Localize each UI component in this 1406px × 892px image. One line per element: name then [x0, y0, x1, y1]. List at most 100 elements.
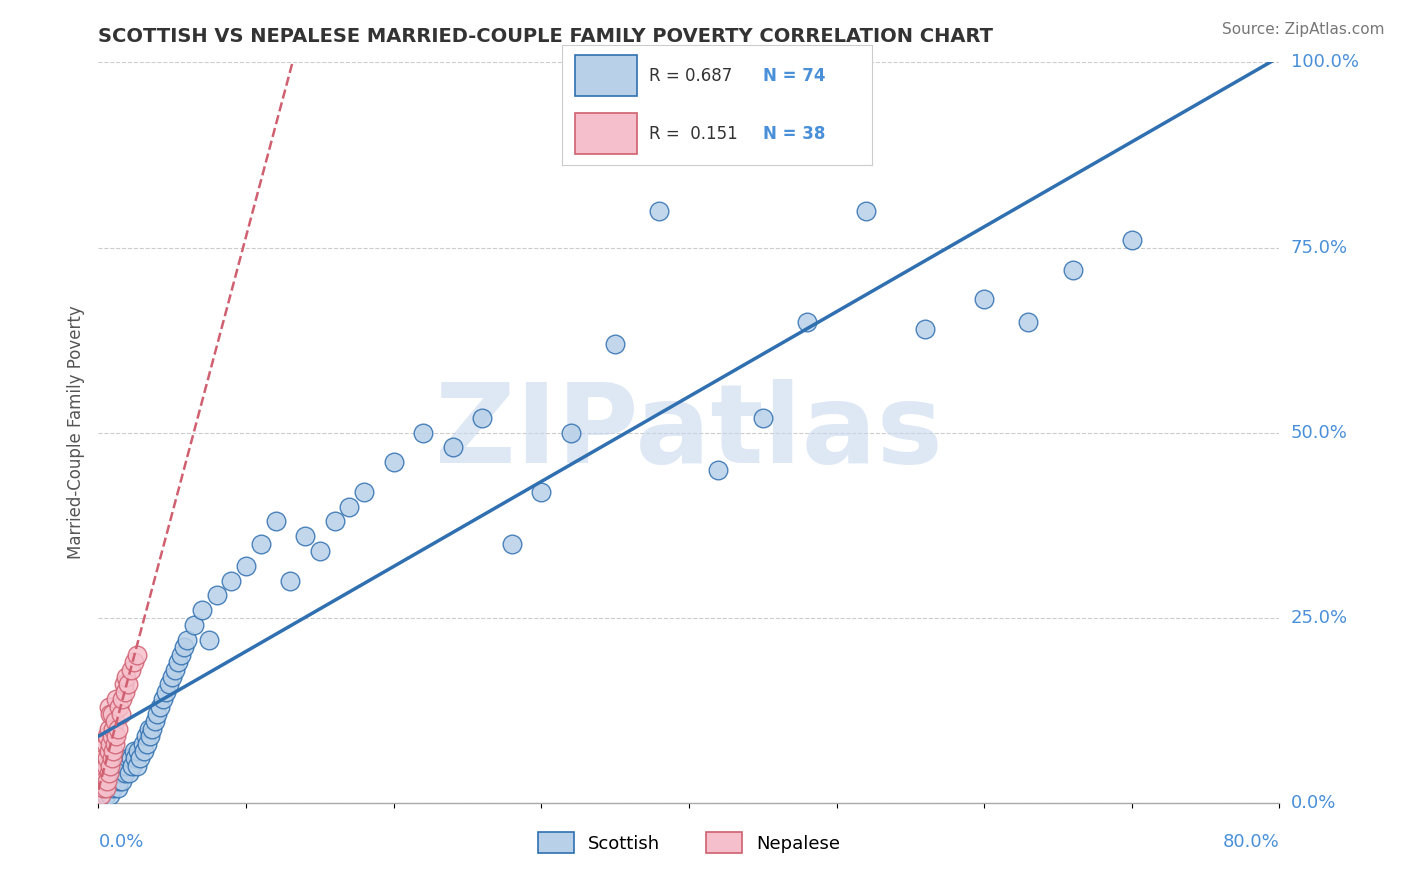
Point: [707, 462, 730, 476]
Point: [170, 648, 193, 662]
Text: 80.0%: 80.0%: [1223, 833, 1279, 851]
Point: [128, 751, 150, 765]
Point: [97, 744, 120, 758]
Point: [105, 692, 128, 706]
Point: [100, 773, 122, 788]
Point: [114, 685, 136, 699]
Point: [111, 773, 134, 788]
Bar: [575, 55, 637, 96]
Point: [914, 322, 936, 336]
Point: [125, 758, 148, 772]
Point: [146, 706, 169, 721]
Point: [353, 484, 375, 499]
Text: R = 0.687: R = 0.687: [650, 67, 733, 85]
Point: [1062, 262, 1084, 277]
Point: [605, 336, 627, 351]
Point: [152, 692, 174, 706]
Point: [973, 293, 995, 307]
Point: [121, 758, 143, 772]
Point: [97, 722, 120, 736]
Point: [125, 648, 148, 662]
Point: [250, 536, 273, 550]
Text: N = 74: N = 74: [763, 67, 825, 85]
Bar: [575, 113, 637, 154]
Point: [96, 773, 118, 788]
Point: [323, 515, 346, 529]
Text: 50.0%: 50.0%: [1291, 424, 1347, 442]
Text: Source: ZipAtlas.com: Source: ZipAtlas.com: [1222, 22, 1385, 37]
Point: [120, 751, 142, 765]
Text: 25.0%: 25.0%: [1291, 608, 1348, 627]
Point: [141, 722, 163, 736]
Point: [157, 677, 180, 691]
Point: [115, 758, 138, 772]
Point: [155, 685, 177, 699]
Point: [98, 789, 121, 803]
Point: [796, 314, 818, 328]
Text: 75.0%: 75.0%: [1291, 238, 1348, 257]
Point: [382, 455, 405, 469]
Point: [471, 410, 494, 425]
Point: [235, 558, 257, 573]
Point: [339, 500, 361, 514]
Point: [221, 574, 243, 588]
Point: [100, 706, 122, 721]
Point: [117, 751, 139, 765]
Point: [143, 714, 166, 729]
Point: [107, 780, 129, 795]
Point: [118, 766, 141, 780]
Point: [412, 425, 434, 440]
Point: [1018, 314, 1040, 328]
Point: [149, 699, 172, 714]
Point: [107, 722, 129, 736]
Point: [198, 632, 221, 647]
Point: [90, 789, 112, 803]
Text: ZIPatlas: ZIPatlas: [434, 379, 943, 486]
Point: [103, 744, 125, 758]
Point: [97, 766, 120, 780]
Point: [110, 766, 132, 780]
Text: 100.0%: 100.0%: [1291, 54, 1358, 71]
Text: 0.0%: 0.0%: [1291, 794, 1336, 812]
Point: [94, 758, 117, 772]
Point: [100, 751, 122, 765]
Point: [98, 737, 121, 751]
Point: [93, 773, 115, 788]
Point: [176, 632, 198, 647]
Point: [441, 441, 464, 455]
Point: [98, 758, 121, 772]
Point: [648, 203, 671, 218]
Point: [105, 729, 128, 743]
Point: [173, 640, 195, 655]
Point: [112, 677, 135, 691]
Point: [96, 729, 118, 743]
Point: [91, 766, 114, 780]
Point: [560, 425, 582, 440]
Point: [94, 737, 117, 751]
Point: [111, 692, 134, 706]
Point: [104, 737, 127, 751]
Point: [98, 706, 121, 721]
Point: [294, 529, 316, 543]
Point: [124, 751, 146, 765]
Point: [105, 766, 128, 780]
Point: [183, 618, 205, 632]
Text: R =  0.151: R = 0.151: [650, 125, 738, 143]
Point: [104, 773, 127, 788]
Legend: Scottish, Nepalese: Scottish, Nepalese: [530, 825, 848, 861]
Point: [855, 203, 877, 218]
Point: [115, 670, 138, 684]
Point: [191, 603, 214, 617]
Point: [139, 729, 162, 743]
Point: [309, 544, 332, 558]
Point: [108, 773, 131, 788]
Point: [120, 663, 142, 677]
Point: [138, 722, 160, 736]
Text: N = 38: N = 38: [763, 125, 825, 143]
Point: [135, 729, 157, 743]
Point: [264, 515, 287, 529]
Point: [97, 699, 120, 714]
Point: [97, 780, 120, 795]
Point: [103, 722, 125, 736]
Point: [94, 789, 117, 803]
